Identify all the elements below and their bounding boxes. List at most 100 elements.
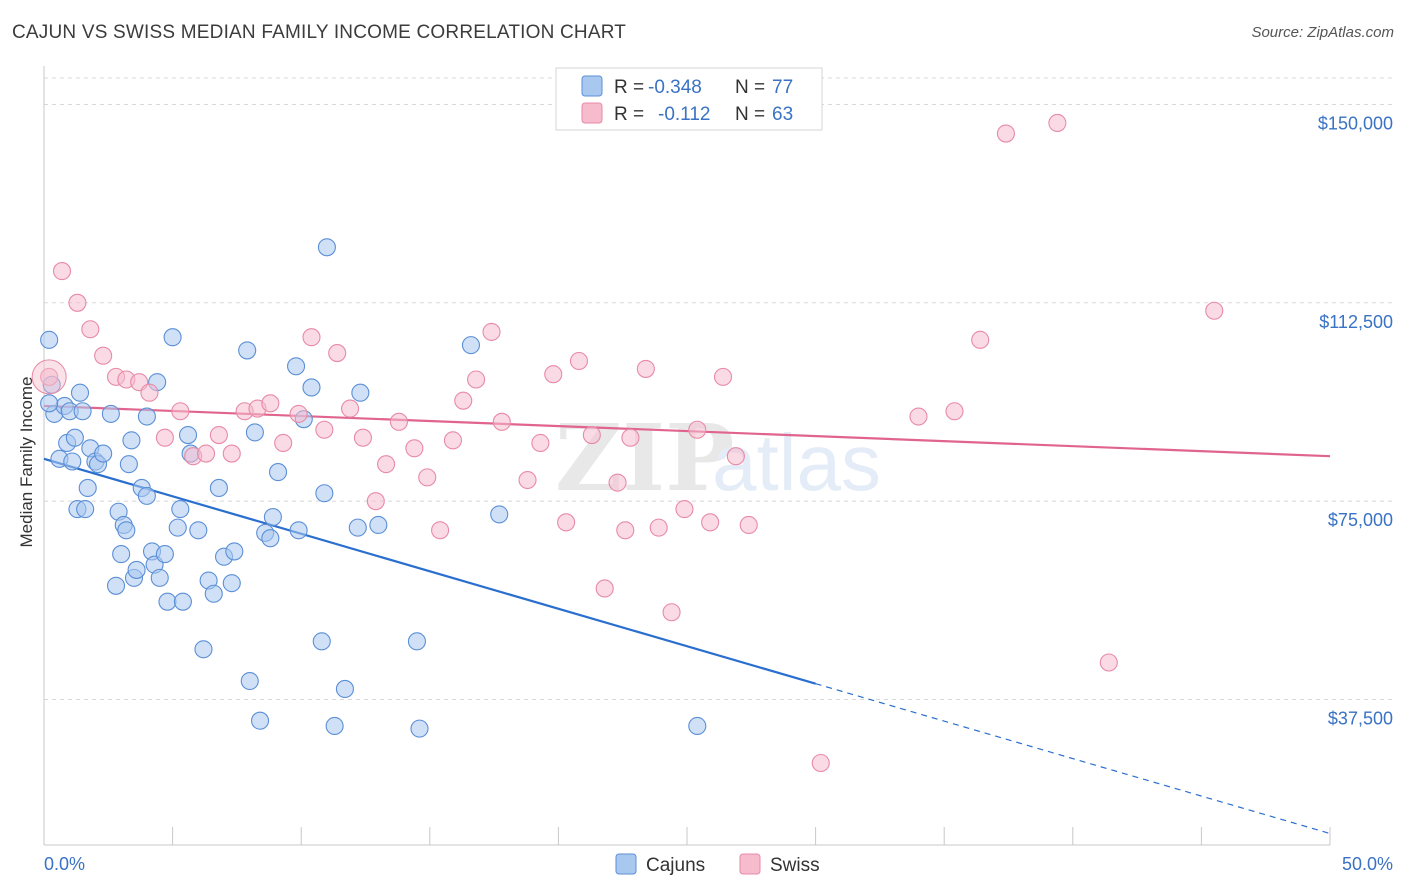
swiss-point [518,470,537,490]
cajun-point [70,383,90,402]
swiss-point [315,420,334,439]
swiss-point [971,330,990,349]
swiss-point [595,579,614,598]
swiss-point [582,426,601,445]
cajun-point [490,505,509,524]
cajun-point [209,478,228,497]
cajun-point [204,584,223,603]
swiss-point [701,513,720,532]
legend-swatch-cajuns [581,75,603,97]
swiss-point-large [31,359,67,395]
cajun-point [461,336,481,355]
swiss-point [482,322,501,341]
swiss-point [544,365,563,384]
swiss-point [726,447,745,466]
cajun-point [127,560,146,579]
series-legend: Cajuns Swiss [615,853,820,876]
swiss-point [467,370,486,389]
watermark-zip: ZIP [555,404,734,512]
swiss-point [209,426,228,445]
swiss-point [261,394,280,413]
cajun-point [302,378,321,397]
cajun-point [155,545,174,564]
y-tick-label: $150,000 [1318,113,1393,133]
cajun-point [194,640,213,659]
cajun-point [238,341,257,360]
swiss-point [996,124,1015,143]
swiss-point [688,420,707,439]
swiss-point [531,433,550,453]
swiss-point [418,468,437,487]
cajun-point [78,478,97,497]
cajun-point [101,404,120,423]
source-credit: Source: ZipAtlas.com [1251,24,1394,41]
cajun-point [137,486,156,505]
swiss-point [222,444,241,463]
legend-r-label-2: R = [614,104,644,125]
legend-swatch-swiss [581,102,603,124]
swiss-point [1048,113,1067,133]
cajun-point [315,484,334,503]
cajun-point [245,423,264,442]
swiss-point [945,402,964,421]
series-legend-label-swiss: Swiss [770,855,820,876]
swiss-point [1205,301,1224,320]
legend-r-value-cajuns: -0.348 [648,77,702,98]
chart-title: CAJUN VS SWISS MEDIAN FAMILY INCOME CORR… [12,22,627,43]
axes: $37,500 $75,000 $112,500 $150,000 [43,66,1393,846]
cajun-trend-line-extension [815,683,1331,835]
swiss-point [616,521,635,540]
swiss-point [389,412,408,431]
cajun-point [117,521,136,540]
correlation-legend: R = -0.348 N = 77 R = -0.112 N = 63 [555,67,823,131]
legend-n-value-cajuns: 77 [772,77,793,98]
cajun-point [189,521,208,540]
swiss-point [52,262,72,281]
cajun-point [351,383,370,402]
cajun-point [225,542,244,561]
swiss-point [649,518,668,537]
legend-n-label-1: N = [735,77,765,98]
swiss-point [377,455,396,474]
cajun-point [76,500,95,519]
cajun-point [348,518,367,537]
cajun-trend-line [43,457,816,685]
swiss-point [431,521,450,540]
swiss-point [196,444,216,463]
swiss-point [454,391,473,410]
y-tick-label: $112,500 [1319,312,1393,332]
cajun-point [261,529,280,548]
cajun-point [63,452,82,471]
cajun-point [250,711,270,730]
cajun-point [269,463,288,482]
x-tick-label-max: 50.0% [1342,854,1393,874]
cajun-point [158,592,177,611]
swiss-point [274,433,293,453]
cajun-point [163,328,182,347]
cajun-point [325,716,344,736]
swiss-point [289,404,308,423]
x-tick-label-min: 0.0% [44,854,85,874]
swiss-point [94,346,113,365]
cajun-point [335,679,354,699]
swiss-point [739,515,758,535]
cajun-point [171,500,190,519]
swiss-point [140,383,159,402]
cajun-point [73,402,92,421]
cajun-point [410,719,429,738]
cajun-point [94,444,113,463]
cajun-point [106,576,126,595]
series-legend-swatch-swiss [739,853,761,875]
swiss-point [155,428,174,447]
cajun-point [289,521,308,540]
watermark: ZIP atlas [555,404,881,512]
swiss-point [443,431,462,450]
cajun-point [287,357,306,376]
swiss-point [68,293,87,312]
cajun-point [40,330,59,349]
swiss-point [302,328,321,347]
cajun-point [40,394,59,413]
cajun-point [112,545,131,564]
cajun-point [263,507,282,527]
cajun-point [317,238,336,257]
